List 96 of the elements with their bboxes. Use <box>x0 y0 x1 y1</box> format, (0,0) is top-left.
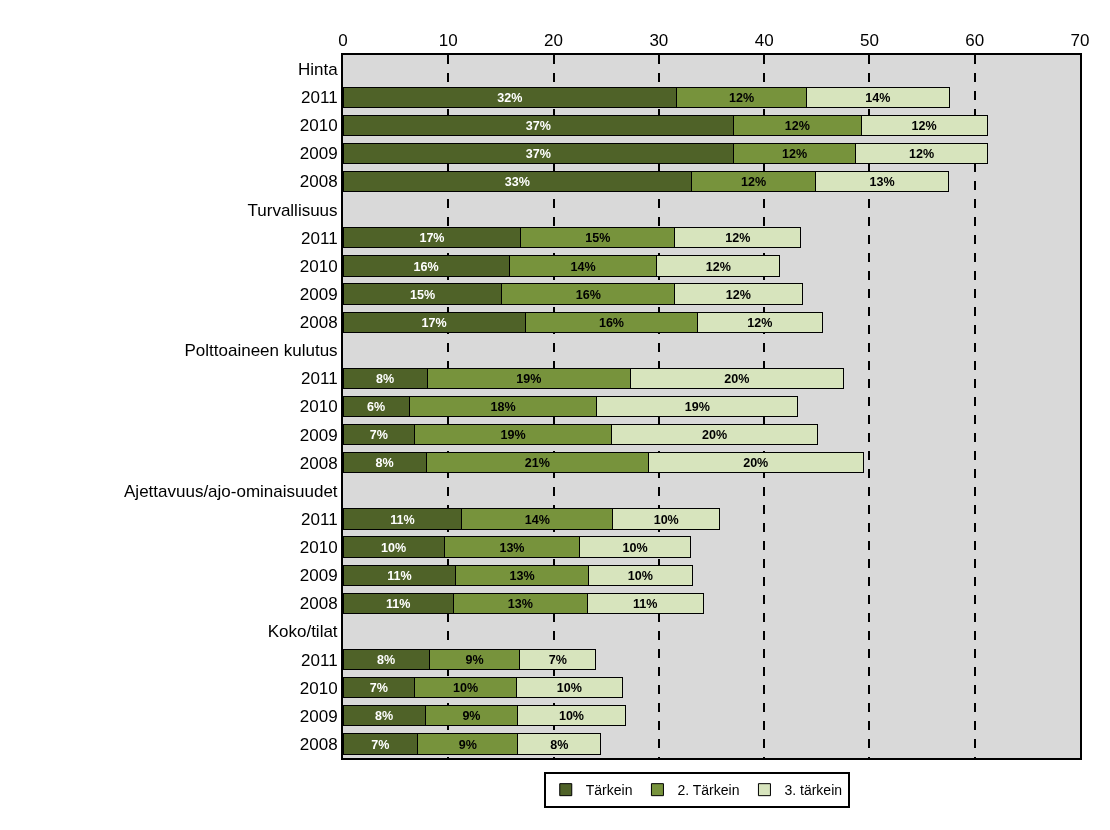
data-label: 18% <box>490 400 516 415</box>
data-label: 11% <box>390 512 415 527</box>
y-tick-label: 2011 <box>301 509 338 529</box>
y-tick-label: 2010 <box>299 116 338 136</box>
data-label: 10% <box>622 540 648 555</box>
y-tick-label: Ajettavuus/ajo-ominaisuudet <box>124 481 338 501</box>
data-label: 10% <box>453 681 479 696</box>
data-label: 19% <box>516 371 542 386</box>
data-label: 19% <box>500 428 526 443</box>
data-label: 7% <box>369 428 388 443</box>
data-label: 20% <box>702 428 728 443</box>
x-tick-label: 30 <box>649 31 669 51</box>
data-label: 14% <box>524 512 550 527</box>
y-tick-label: 2008 <box>299 172 338 192</box>
data-label: 12% <box>908 147 935 162</box>
data-label: 16% <box>598 315 625 330</box>
y-tick-label: 2008 <box>299 313 338 333</box>
data-label: 17% <box>419 231 445 246</box>
data-label: 20% <box>724 371 750 386</box>
data-label: 14% <box>865 90 891 105</box>
data-label: 8% <box>377 653 396 668</box>
x-tick-label: 60 <box>965 31 985 51</box>
data-label: 12% <box>705 259 731 274</box>
data-label: 10% <box>558 709 585 724</box>
data-label: 12% <box>782 147 808 162</box>
data-label: 12% <box>725 231 751 246</box>
data-label: 12% <box>741 175 767 190</box>
y-tick-label: 2010 <box>299 538 338 558</box>
data-label: 11% <box>632 596 658 611</box>
data-label: 13% <box>509 568 535 583</box>
y-tick-label: 2008 <box>299 734 338 754</box>
data-label: 16% <box>575 287 601 302</box>
y-tick-label: 2011 <box>301 228 338 248</box>
y-tick-label: Hinta <box>297 60 339 80</box>
y-tick-label: 2010 <box>299 397 338 417</box>
x-tick-label: 0 <box>338 31 348 51</box>
data-label: 7% <box>371 737 390 752</box>
data-label: 13% <box>507 596 533 611</box>
data-label: 11% <box>386 596 411 611</box>
data-label: 11% <box>387 568 412 583</box>
y-tick-label: Turvallisuus <box>247 200 338 220</box>
data-label: 21% <box>524 456 550 471</box>
data-label: 13% <box>499 540 525 555</box>
y-tick-label: 2009 <box>299 425 338 445</box>
y-tick-label: 2009 <box>299 566 338 586</box>
data-label: 37% <box>525 147 551 162</box>
x-tick-label: 20 <box>544 31 564 51</box>
y-tick-label: 2011 <box>301 650 338 670</box>
data-label: 8% <box>374 709 394 724</box>
y-tick-label: Koko/tilat <box>267 622 338 642</box>
data-label: 9% <box>462 709 481 724</box>
data-label: 19% <box>684 400 710 415</box>
data-label: 9% <box>465 653 484 668</box>
y-tick-label: Polttoaineen kulutus <box>184 341 338 361</box>
data-label: 16% <box>413 259 439 274</box>
y-tick-label: 2010 <box>299 256 338 276</box>
data-label: 8% <box>375 456 394 471</box>
data-label: 12% <box>784 118 810 133</box>
data-label: 8% <box>376 371 395 386</box>
data-label: 12% <box>911 118 937 133</box>
legend-label: 3. tärkein <box>784 782 843 799</box>
data-label: 7% <box>548 653 567 668</box>
data-label: 32% <box>497 90 523 105</box>
data-label: 10% <box>653 512 679 527</box>
data-label: 15% <box>409 287 436 302</box>
data-label: 15% <box>585 231 611 246</box>
data-label: 10% <box>556 681 582 696</box>
legend-label: 2. Tärkein <box>677 782 740 799</box>
y-tick-label: 2009 <box>299 284 338 304</box>
x-tick-label: 10 <box>438 31 458 51</box>
data-label: 7% <box>369 681 388 696</box>
data-label: 33% <box>504 175 530 190</box>
x-tick-label: 70 <box>1070 31 1090 51</box>
data-label: 9% <box>458 737 477 752</box>
x-tick-label: 40 <box>754 31 774 51</box>
data-label: 20% <box>743 456 769 471</box>
data-label: 8% <box>550 737 569 752</box>
y-tick-label: 2010 <box>299 678 338 698</box>
y-tick-label: 2008 <box>299 453 338 473</box>
x-tick-label: 50 <box>859 31 879 51</box>
data-label: 17% <box>421 315 447 330</box>
data-label: 12% <box>725 287 751 302</box>
y-tick-label: 2009 <box>299 144 338 164</box>
data-label: 10% <box>627 568 653 583</box>
data-label: 14% <box>570 259 596 274</box>
y-tick-label: 2011 <box>301 369 338 389</box>
data-label: 12% <box>728 90 755 105</box>
data-label: 6% <box>367 400 386 415</box>
y-tick-label: 2009 <box>299 706 338 726</box>
data-label: 13% <box>869 175 895 190</box>
y-tick-label: 2008 <box>299 594 338 614</box>
legend-label: Tärkein <box>585 782 633 799</box>
data-label: 37% <box>525 118 551 133</box>
data-label: 10% <box>380 540 407 555</box>
y-tick-label: 2011 <box>301 88 338 108</box>
data-label: 12% <box>747 315 773 330</box>
